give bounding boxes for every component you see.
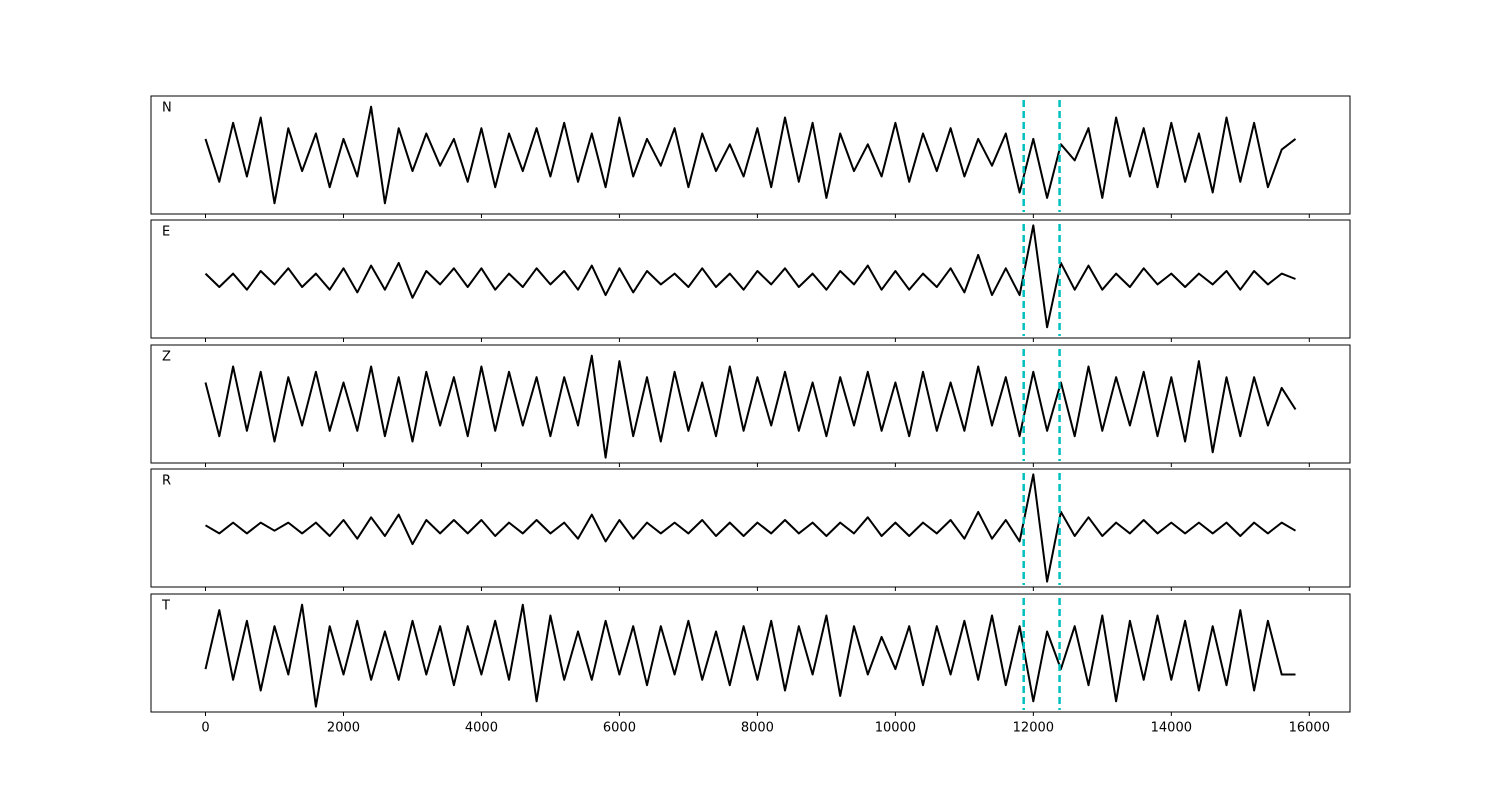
trace [204, 354, 1297, 459]
x-tick-label: 8000 [741, 721, 774, 736]
x-tick-label: 6000 [603, 721, 636, 736]
panel-label: E [162, 225, 170, 240]
panel-label: N [162, 101, 172, 116]
panel-label: Z [162, 350, 171, 365]
panel-label: R [162, 474, 171, 489]
x-tick-label: 2000 [327, 721, 360, 736]
trace [204, 224, 1296, 329]
trace [204, 603, 1296, 708]
trace [204, 105, 1297, 205]
x-tick-label: 12000 [1013, 721, 1054, 736]
panel-label: T [161, 599, 170, 614]
x-tick-label: 14000 [1151, 721, 1192, 736]
trace [204, 473, 1297, 583]
x-tick-label: 4000 [465, 721, 498, 736]
x-tick-label: 16000 [1289, 721, 1330, 736]
x-tick-label: 10000 [875, 721, 916, 736]
x-tick-label: 0 [201, 721, 209, 736]
